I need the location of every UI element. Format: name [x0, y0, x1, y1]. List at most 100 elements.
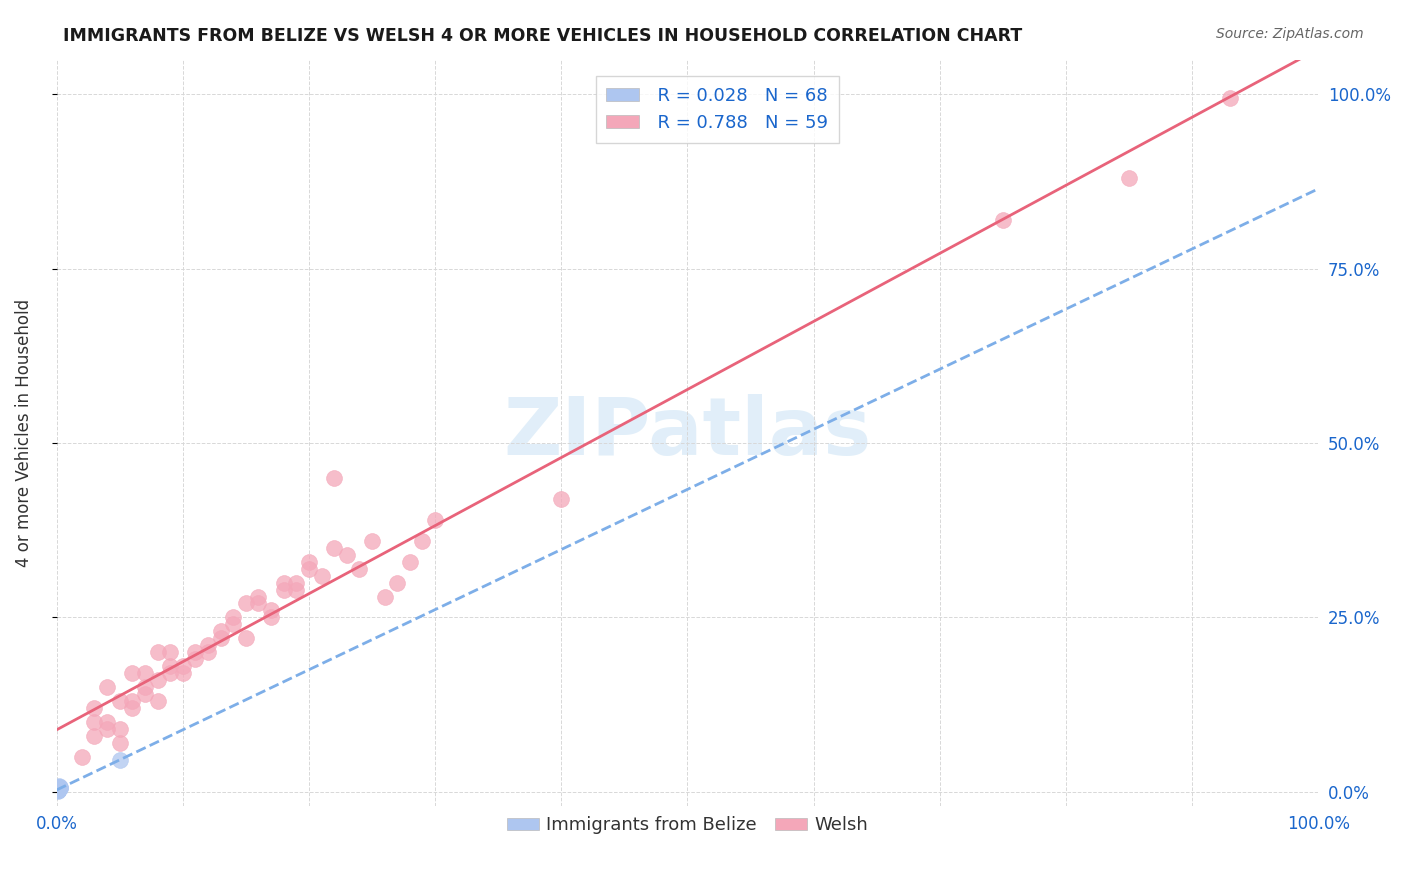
- Text: IMMIGRANTS FROM BELIZE VS WELSH 4 OR MORE VEHICLES IN HOUSEHOLD CORRELATION CHAR: IMMIGRANTS FROM BELIZE VS WELSH 4 OR MOR…: [63, 27, 1022, 45]
- Point: [285, 582, 308, 597]
- Point: [1118, 171, 1140, 186]
- Point: [349, 561, 371, 575]
- Point: [273, 575, 295, 590]
- Point: [121, 694, 143, 708]
- Point: [48, 780, 70, 795]
- Point: [83, 714, 105, 729]
- Point: [48, 780, 70, 795]
- Point: [273, 582, 295, 597]
- Point: [46, 783, 69, 797]
- Point: [46, 781, 69, 796]
- Point: [46, 783, 69, 797]
- Point: [46, 782, 69, 797]
- Point: [46, 781, 69, 796]
- Point: [96, 680, 118, 694]
- Point: [46, 782, 69, 797]
- Point: [46, 782, 69, 797]
- Point: [46, 782, 69, 797]
- Point: [260, 610, 283, 624]
- Point: [121, 666, 143, 681]
- Point: [159, 659, 181, 673]
- Point: [46, 783, 69, 797]
- Point: [46, 781, 69, 796]
- Point: [411, 533, 433, 548]
- Y-axis label: 4 or more Vehicles in Household: 4 or more Vehicles in Household: [15, 299, 32, 566]
- Point: [46, 783, 69, 797]
- Point: [46, 782, 69, 797]
- Point: [159, 666, 181, 681]
- Point: [48, 781, 70, 796]
- Point: [46, 782, 69, 797]
- Point: [46, 783, 69, 797]
- Point: [48, 781, 70, 796]
- Point: [48, 780, 70, 795]
- Point: [235, 597, 257, 611]
- Point: [48, 781, 70, 796]
- Point: [46, 781, 69, 796]
- Point: [46, 782, 69, 797]
- Point: [46, 783, 69, 797]
- Point: [209, 624, 232, 639]
- Point: [172, 666, 194, 681]
- Point: [108, 753, 131, 767]
- Point: [70, 750, 93, 764]
- Point: [48, 781, 70, 796]
- Point: [46, 782, 69, 797]
- Point: [222, 617, 245, 632]
- Point: [48, 780, 70, 795]
- Point: [96, 722, 118, 736]
- Point: [46, 782, 69, 797]
- Point: [46, 782, 69, 797]
- Point: [48, 781, 70, 796]
- Point: [46, 783, 69, 797]
- Point: [46, 782, 69, 797]
- Point: [46, 782, 69, 797]
- Point: [146, 694, 169, 708]
- Text: Source: ZipAtlas.com: Source: ZipAtlas.com: [1216, 27, 1364, 41]
- Point: [550, 491, 572, 506]
- Point: [121, 701, 143, 715]
- Point: [49, 780, 72, 794]
- Point: [134, 687, 156, 701]
- Point: [83, 701, 105, 715]
- Point: [323, 541, 346, 555]
- Point: [46, 781, 69, 796]
- Point: [336, 548, 359, 562]
- Point: [46, 781, 69, 796]
- Point: [247, 597, 270, 611]
- Point: [96, 714, 118, 729]
- Point: [323, 471, 346, 485]
- Point: [46, 782, 69, 797]
- Point: [46, 783, 69, 797]
- Point: [298, 561, 321, 575]
- Point: [48, 779, 70, 793]
- Point: [46, 782, 69, 797]
- Point: [146, 645, 169, 659]
- Point: [46, 782, 69, 797]
- Point: [311, 568, 333, 582]
- Point: [184, 652, 207, 666]
- Point: [83, 729, 105, 743]
- Point: [260, 603, 283, 617]
- Point: [197, 645, 219, 659]
- Point: [108, 694, 131, 708]
- Point: [235, 632, 257, 646]
- Point: [134, 680, 156, 694]
- Point: [298, 555, 321, 569]
- Point: [48, 781, 70, 796]
- Point: [172, 659, 194, 673]
- Point: [49, 780, 72, 795]
- Point: [209, 632, 232, 646]
- Point: [46, 782, 69, 797]
- Point: [1219, 91, 1241, 105]
- Point: [184, 645, 207, 659]
- Point: [46, 782, 69, 797]
- Text: ZIPatlas: ZIPatlas: [503, 393, 872, 472]
- Point: [361, 533, 384, 548]
- Point: [48, 780, 70, 794]
- Point: [159, 645, 181, 659]
- Point: [46, 782, 69, 797]
- Point: [48, 780, 70, 795]
- Point: [46, 784, 69, 798]
- Point: [46, 783, 69, 797]
